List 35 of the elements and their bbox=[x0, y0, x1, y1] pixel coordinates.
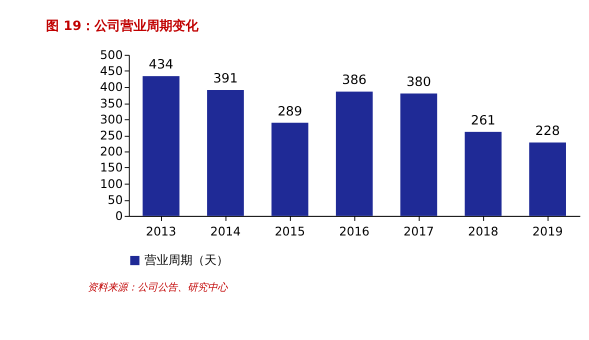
bar bbox=[464, 132, 502, 216]
x-tick-label: 2015 bbox=[274, 224, 306, 239]
bar bbox=[400, 94, 438, 216]
x-tick-label: 2013 bbox=[146, 224, 176, 239]
y-tick-label: 400 bbox=[100, 80, 123, 94]
x-tick-label: 2018 bbox=[468, 224, 498, 239]
y-tick-label: 200 bbox=[100, 144, 123, 159]
data-label: 261 bbox=[470, 113, 496, 128]
x-tick-label: 2017 bbox=[404, 224, 434, 239]
data-label: 289 bbox=[278, 104, 302, 120]
bar bbox=[336, 92, 373, 216]
y-tick-label: 100 bbox=[100, 176, 123, 191]
y-tick-label: 500 bbox=[100, 48, 123, 62]
bar bbox=[142, 76, 180, 216]
bar bbox=[271, 122, 308, 216]
x-tick-label: 2019 bbox=[532, 224, 563, 239]
bar bbox=[529, 142, 566, 216]
chart-title: 图 19：公司营业周期变化 bbox=[46, 18, 200, 34]
y-tick-label: 0 bbox=[115, 209, 123, 224]
legend-label: 营业周期（天） bbox=[144, 253, 228, 268]
data-label: 228 bbox=[535, 124, 560, 140]
bar bbox=[207, 90, 244, 216]
data-label: 391 bbox=[213, 72, 238, 87]
x-tick-label: 2014 bbox=[210, 224, 241, 239]
data-label: 386 bbox=[342, 73, 367, 88]
y-tick-label: 350 bbox=[100, 96, 123, 110]
y-tick-label: 450 bbox=[100, 64, 123, 78]
data-label: 380 bbox=[406, 75, 432, 90]
y-tick-label: 50 bbox=[108, 192, 123, 207]
text: 资料来源：公司公告、研究中心 bbox=[87, 281, 228, 294]
y-tick-label: 250 bbox=[100, 128, 123, 143]
x-tick-label: 2016 bbox=[339, 224, 370, 239]
y-tick-label: 300 bbox=[100, 112, 123, 126]
y-tick-label: 150 bbox=[100, 160, 123, 175]
data-label: 434 bbox=[148, 58, 174, 73]
